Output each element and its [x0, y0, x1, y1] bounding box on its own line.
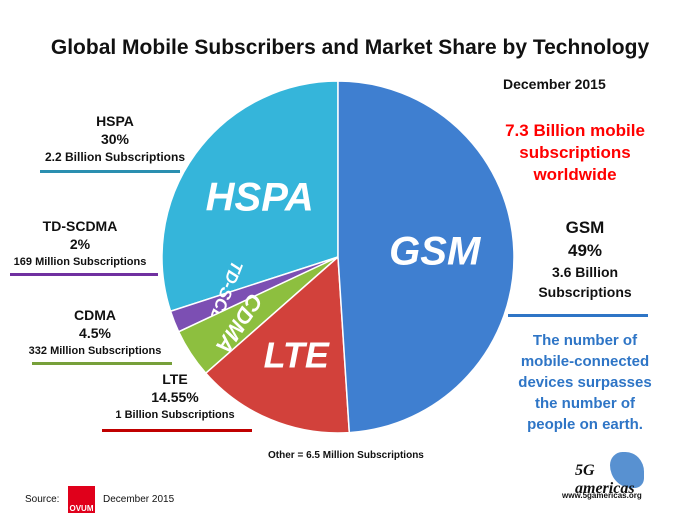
hspa-name: HSPA: [96, 113, 134, 129]
gsm-subs: Subscriptions: [538, 284, 632, 300]
hspa-percent: 30%: [100, 131, 130, 147]
cdma-percent: 4.5%: [79, 325, 111, 341]
pie-slice-gsm: [337, 80, 515, 434]
gsm-label: GSM 49% 3.6 Billion Subscriptions: [515, 216, 655, 302]
td-scdma-name: TD-SCDMA: [42, 218, 118, 234]
lte-name: LTE: [162, 371, 188, 387]
lte-underline: [102, 429, 252, 432]
total-line: worldwide: [533, 165, 617, 184]
pie-slice-lte: [204, 255, 351, 434]
other-note: Other = 6.5 Million Subscriptions: [268, 450, 424, 461]
gsm-underline: [508, 314, 648, 317]
hspa-label: HSPA 30% 2.2 Billion Subscriptions: [40, 112, 190, 166]
note-line: The number of: [532, 332, 638, 349]
td-scdma-underline: [10, 273, 158, 276]
gsm-name: GSM: [565, 218, 605, 237]
brand-logo-text: 5G americas: [575, 462, 635, 497]
cdma-label: CDMA 4.5% 332 Million Subscriptions: [20, 306, 170, 360]
pie-slice-hspa: [161, 80, 339, 313]
note-line: devices surpasses: [518, 374, 652, 391]
note-line: mobile-connected: [520, 353, 650, 370]
cdma-subs: 332 Million Subscriptions: [28, 345, 162, 357]
slice-label-gsm: GSM: [389, 229, 482, 273]
note-line: the number of: [535, 395, 635, 412]
total-line: 7.3 Billion mobile: [505, 121, 645, 140]
total-line: subscriptions: [519, 143, 631, 162]
5g-americas-logo: 5G americas: [570, 452, 650, 497]
cdma-name: CDMA: [74, 307, 116, 323]
chart-title: Global Mobile Subscribers and Market Sha…: [50, 36, 650, 59]
note-line: people on earth.: [527, 416, 643, 433]
hspa-underline: [40, 170, 180, 173]
ovum-logo-text: OVUM: [69, 504, 94, 513]
td-scdma-label: TD-SCDMA 2% 169 Million Subscriptions: [0, 217, 160, 271]
source-label: Source:: [25, 494, 60, 505]
lte-label: LTE 14.55% 1 Billion Subscriptions: [100, 370, 250, 424]
lte-subs: 1 Billion Subscriptions: [115, 409, 235, 421]
slice-label-lte: LTE: [264, 334, 330, 375]
td-scdma-percent: 2%: [69, 236, 91, 252]
total-annotation: 7.3 Billion mobile subscriptions worldwi…: [485, 120, 665, 186]
gsm-percent: 49%: [567, 241, 603, 260]
note-annotation: The number of mobile-connected devices s…: [505, 330, 665, 435]
td-scdma-subs: 169 Million Subscriptions: [13, 256, 147, 268]
chart-subtitle: December 2015: [503, 76, 606, 92]
source-date: December 2015: [103, 494, 175, 505]
hspa-subs: 2.2 Billion Subscriptions: [44, 150, 186, 164]
lte-percent: 14.55%: [151, 389, 199, 405]
cdma-underline: [32, 362, 172, 365]
brand-url: www.5gamericas.org: [562, 491, 642, 500]
slice-label-hspa: HSPA: [206, 176, 314, 220]
ovum-logo: OVUM: [68, 486, 95, 513]
gsm-subs: 3.6 Billion: [551, 264, 619, 280]
